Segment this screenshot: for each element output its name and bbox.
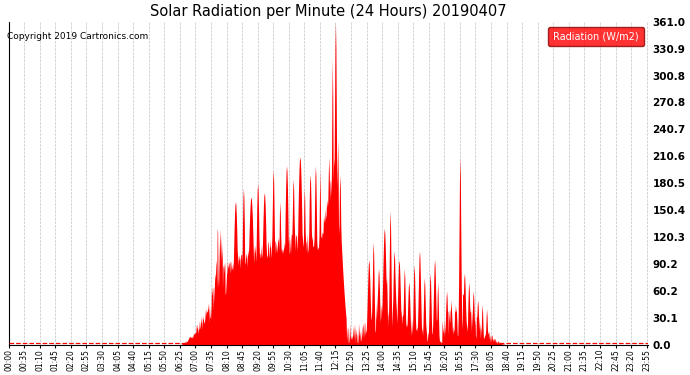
Title: Solar Radiation per Minute (24 Hours) 20190407: Solar Radiation per Minute (24 Hours) 20… — [150, 4, 507, 19]
Legend: Radiation (W/m2): Radiation (W/m2) — [549, 27, 644, 46]
Text: Copyright 2019 Cartronics.com: Copyright 2019 Cartronics.com — [7, 32, 148, 41]
